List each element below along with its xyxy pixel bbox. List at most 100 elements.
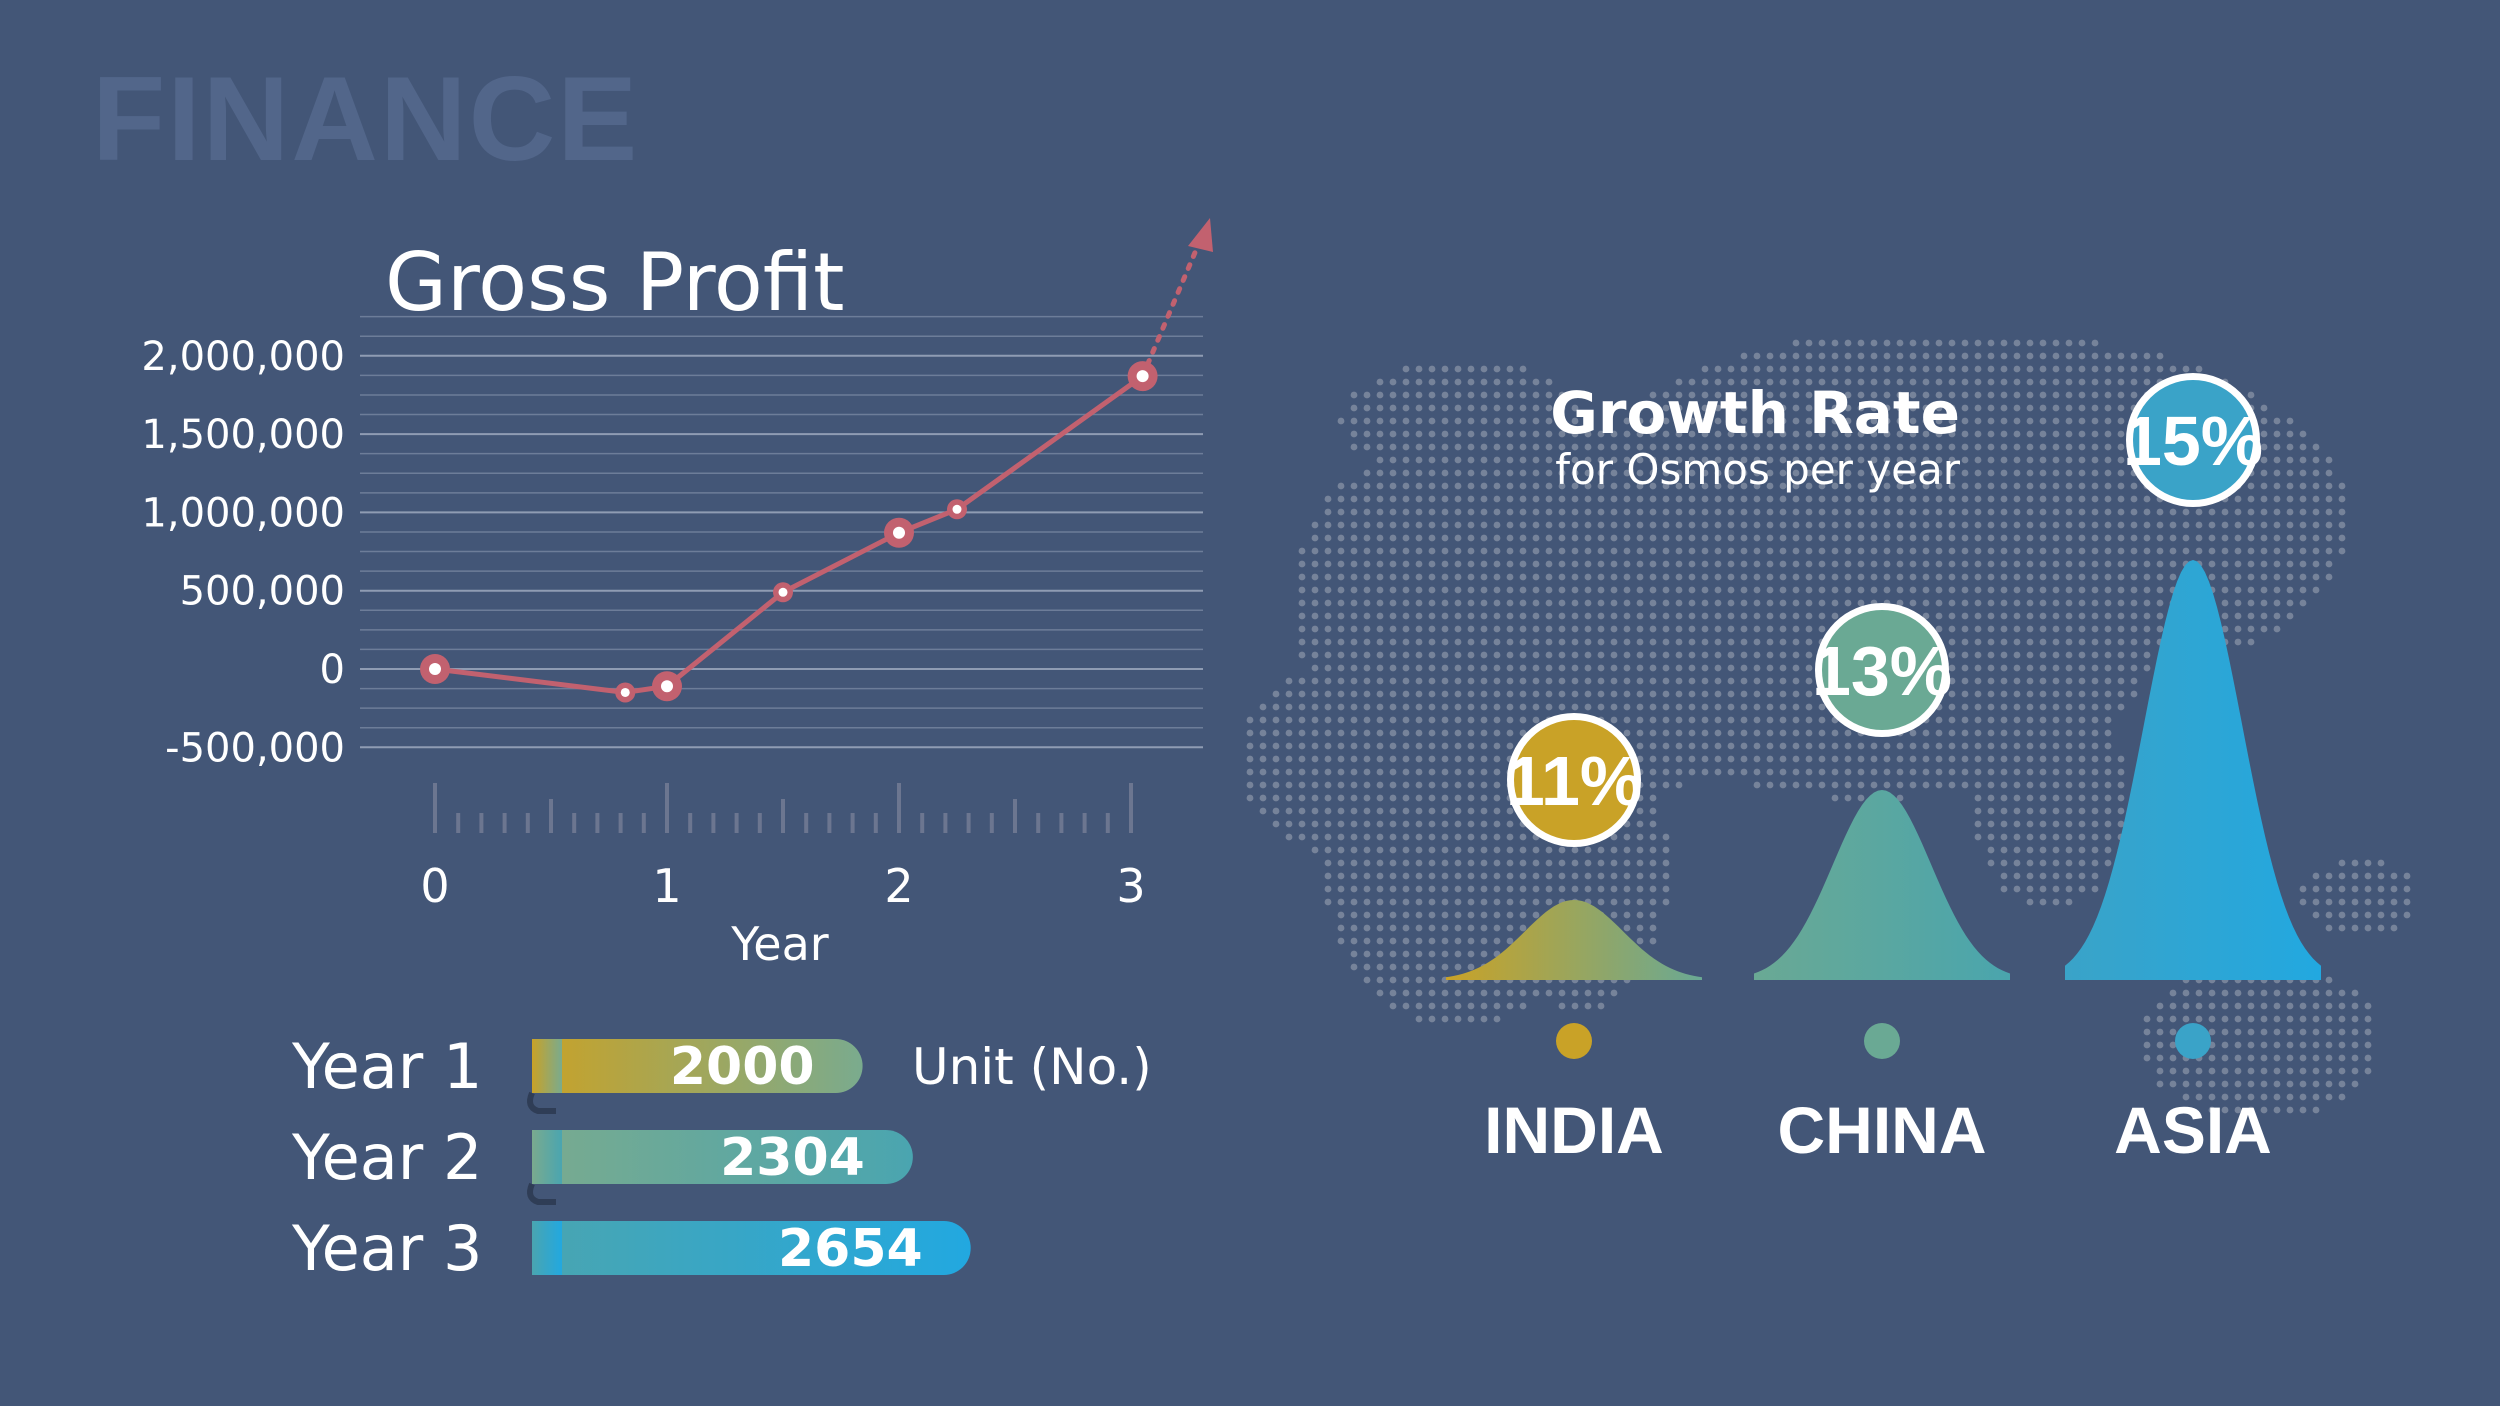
map-dot — [1636, 404, 1644, 412]
map-dot — [1454, 495, 1462, 503]
map-dot — [1779, 716, 1787, 724]
map-dot — [2026, 495, 2034, 503]
map-dot — [2026, 664, 2034, 672]
map-dot — [2000, 794, 2008, 802]
map-dot — [1623, 430, 1631, 438]
map-dot — [1623, 560, 1631, 568]
map-dot — [1402, 703, 1410, 711]
map-dot — [1792, 417, 1800, 425]
map-dot — [1506, 859, 1514, 867]
map-dot — [1363, 872, 1371, 880]
map-dot — [2026, 742, 2034, 750]
map-dot — [1597, 560, 1605, 568]
map-dot — [2052, 352, 2060, 360]
map-dot — [1883, 755, 1891, 763]
map-dot — [1324, 664, 1332, 672]
map-dot — [1701, 443, 1709, 451]
map-dot — [1415, 950, 1423, 958]
map-dot — [1649, 417, 1657, 425]
map-dot — [1363, 729, 1371, 737]
map-dot — [1480, 651, 1488, 659]
map-dot — [2104, 599, 2112, 607]
x-tick-label: 0 — [420, 859, 449, 913]
badge-fill — [1514, 720, 1634, 840]
map-dot — [2273, 612, 2281, 620]
map-dot — [1480, 677, 1488, 685]
map-dot — [1350, 742, 1358, 750]
map-dot — [1493, 495, 1501, 503]
map-dot — [1428, 417, 1436, 425]
map-dot — [1805, 599, 1813, 607]
map-dot — [2325, 482, 2333, 490]
map-dot — [1584, 586, 1592, 594]
map-dot — [2026, 703, 2034, 711]
map-dot — [1350, 963, 1358, 971]
map-dot — [2403, 872, 2411, 880]
map-dot — [2052, 508, 2060, 516]
map-dot — [1623, 833, 1631, 841]
map-dot — [1831, 586, 1839, 594]
map-dot — [2000, 612, 2008, 620]
map-dot — [1727, 547, 1735, 555]
map-dot — [2130, 638, 2138, 646]
map-dot — [2000, 833, 2008, 841]
map-dot — [1766, 768, 1774, 776]
map-dot — [2221, 989, 2229, 997]
map-dot — [1688, 430, 1696, 438]
map-dot — [2260, 521, 2268, 529]
map-dot — [1558, 456, 1566, 464]
map-dot — [2000, 820, 2008, 828]
map-dot — [1597, 625, 1605, 633]
map-dot — [1974, 456, 1982, 464]
map-dot — [1493, 560, 1501, 568]
map-dot — [1766, 456, 1774, 464]
map-dot — [1571, 846, 1579, 854]
map-dot — [1948, 573, 1956, 581]
map-dot — [1805, 612, 1813, 620]
map-dot — [1350, 664, 1358, 672]
map-dot — [1480, 989, 1488, 997]
map-dot — [2195, 1002, 2203, 1010]
map-dot — [1324, 651, 1332, 659]
map-dot — [1623, 456, 1631, 464]
map-dot — [1636, 625, 1644, 633]
map-dot — [2078, 560, 2086, 568]
map-dot — [1415, 729, 1423, 737]
map-dot — [2364, 885, 2372, 893]
map-dot — [1701, 365, 1709, 373]
map-dot — [2104, 417, 2112, 425]
map-dot — [1883, 456, 1891, 464]
map-dot — [2338, 1028, 2346, 1036]
map-dot — [1545, 703, 1553, 711]
map-dot — [1298, 703, 1306, 711]
map-dot — [1363, 430, 1371, 438]
map-dot — [1922, 378, 1930, 386]
map-dot — [2351, 885, 2359, 893]
map-dot — [2052, 547, 2060, 555]
map-dot — [1922, 456, 1930, 464]
map-dot — [1701, 768, 1709, 776]
map-dot — [1402, 404, 1410, 412]
map-dot — [1337, 820, 1345, 828]
map-dot — [1857, 521, 1865, 529]
map-dot — [1467, 885, 1475, 893]
map-dot — [2195, 521, 2203, 529]
map-dot — [1987, 781, 1995, 789]
map-dot — [1545, 417, 1553, 425]
map-dot — [1883, 443, 1891, 451]
map-dot — [2156, 508, 2164, 516]
map-dot — [1428, 729, 1436, 737]
map-dot — [1597, 664, 1605, 672]
map-dot — [2065, 742, 2073, 750]
map-dot — [2312, 547, 2320, 555]
map-dot — [2221, 1015, 2229, 1023]
map-dot — [2078, 638, 2086, 646]
map-dot — [1285, 742, 1293, 750]
map-dot — [1337, 664, 1345, 672]
map-dot — [2052, 495, 2060, 503]
map-dot — [1454, 560, 1462, 568]
map-dot — [1350, 833, 1358, 841]
map-dot — [1246, 742, 1254, 750]
map-dot — [2169, 534, 2177, 542]
map-dot — [1974, 820, 1982, 828]
